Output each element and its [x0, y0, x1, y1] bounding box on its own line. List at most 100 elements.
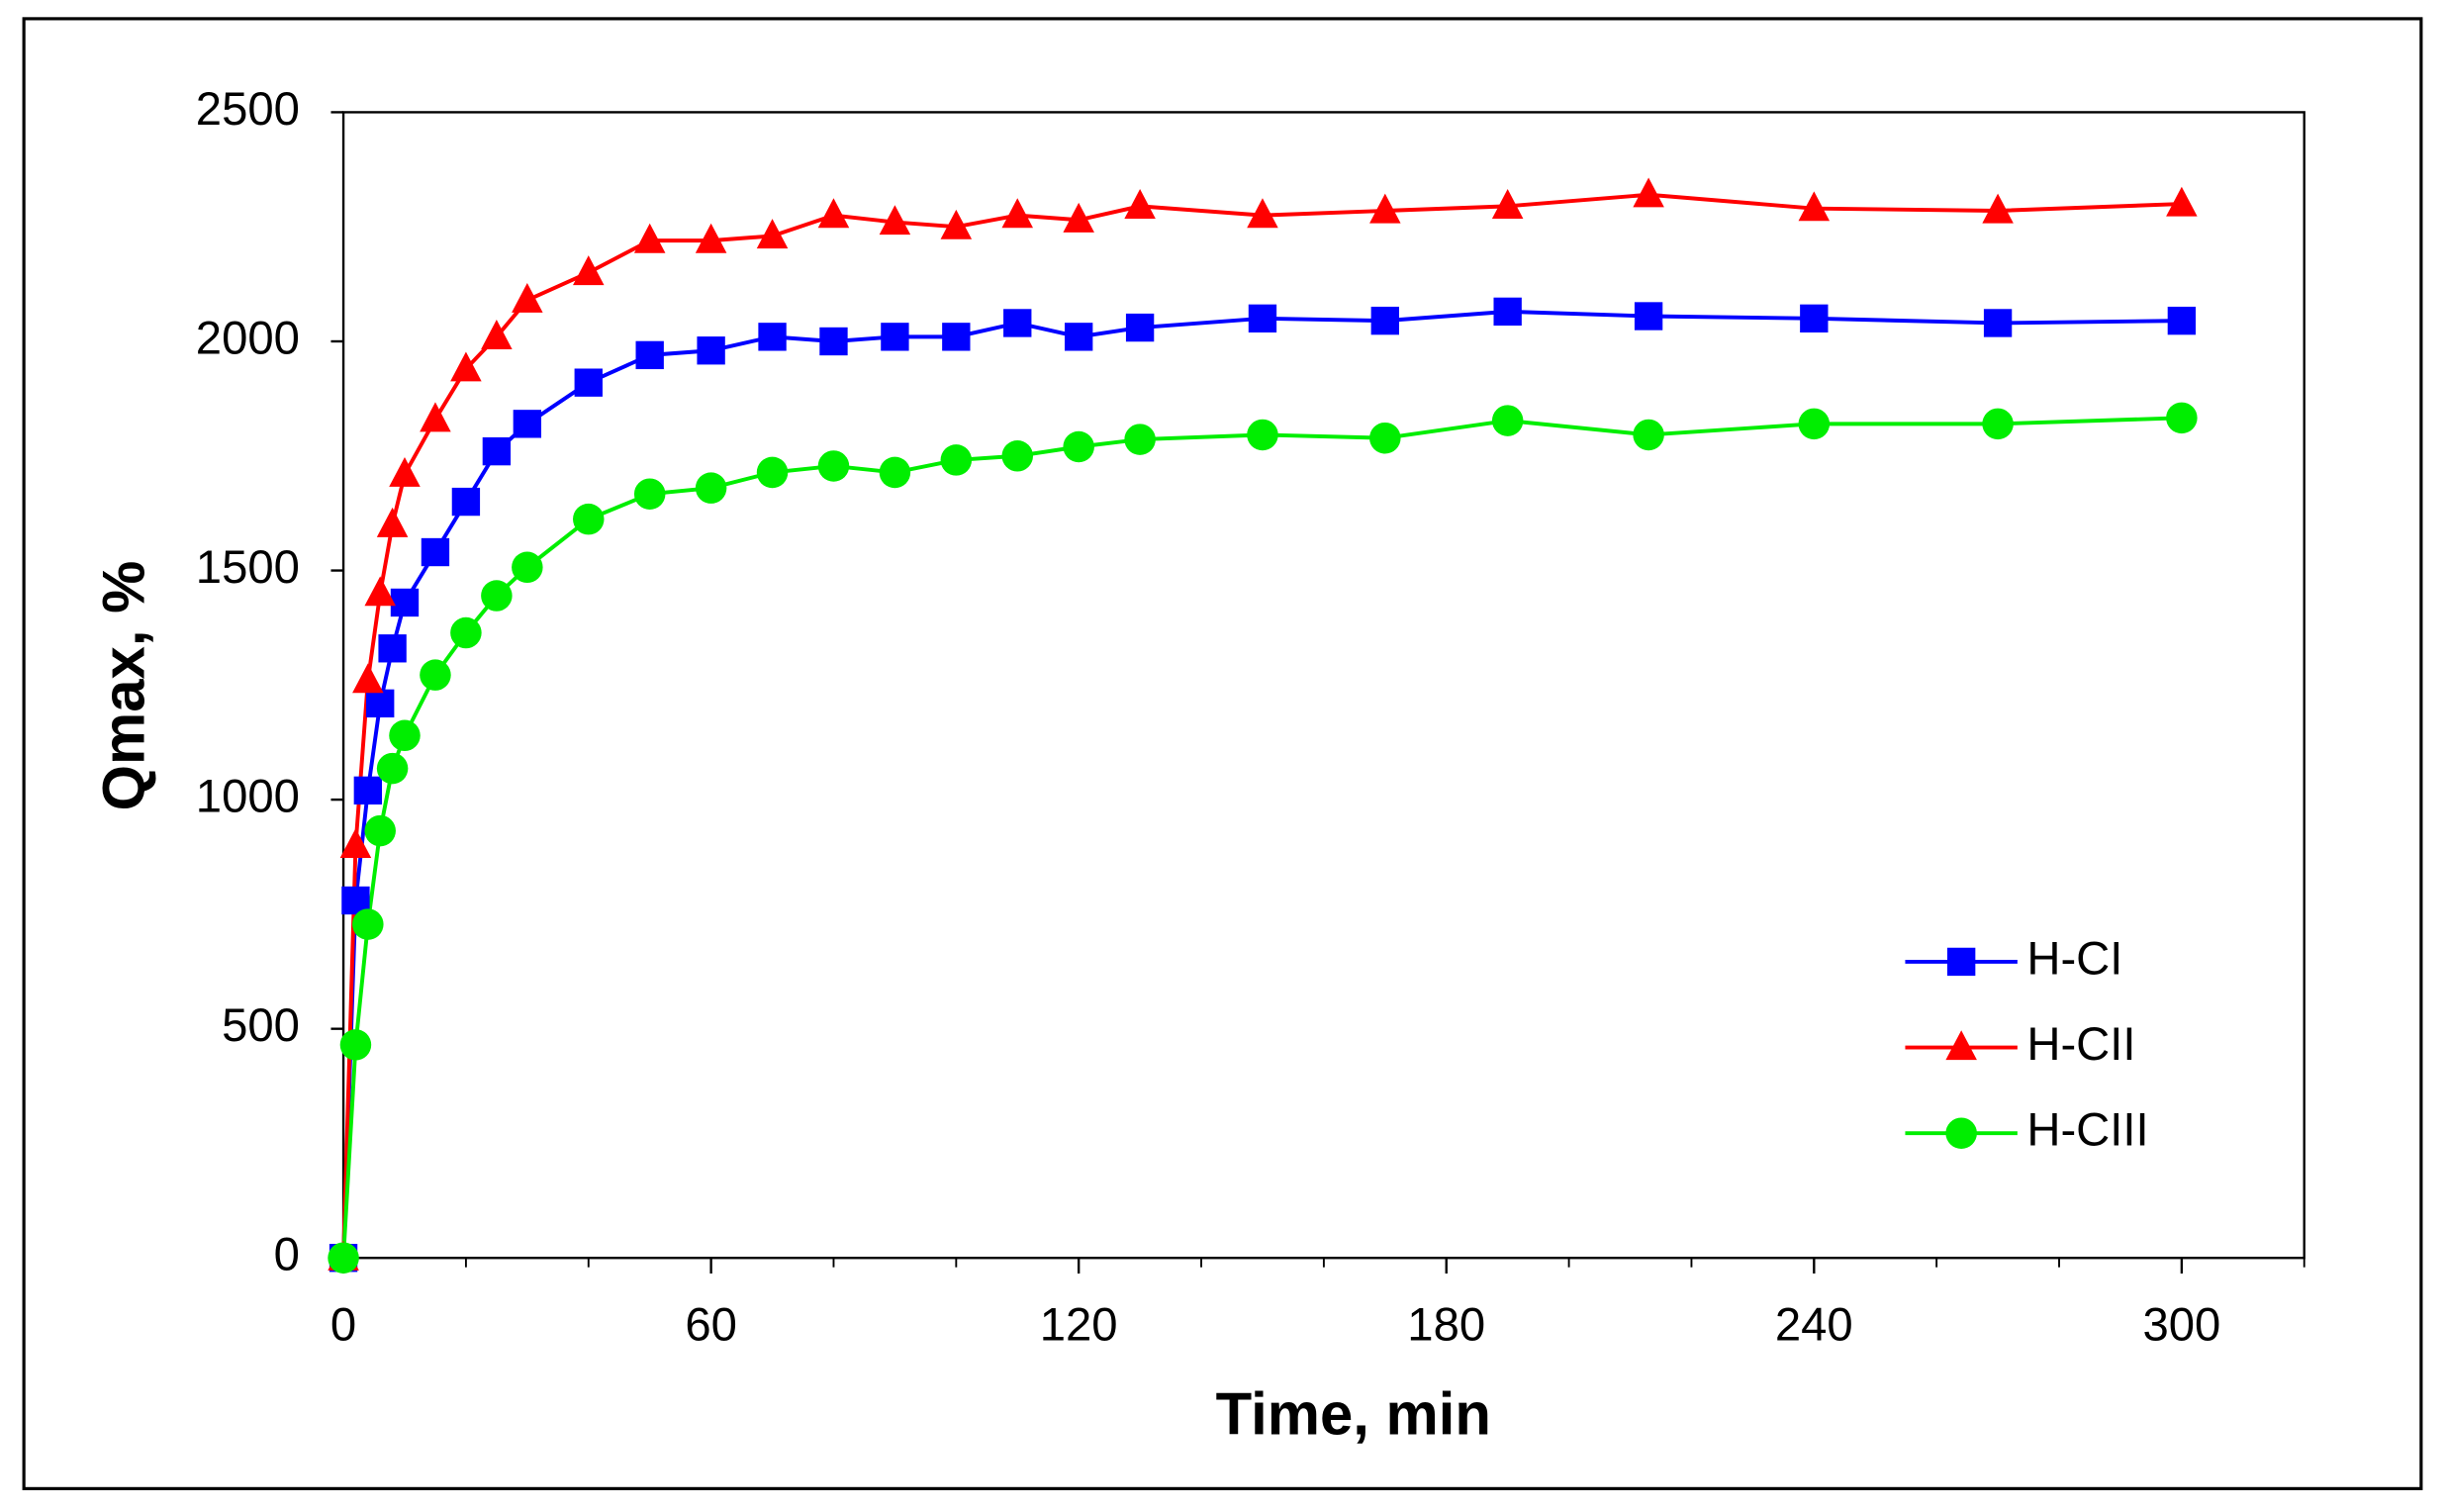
marker	[695, 472, 727, 504]
marker	[512, 282, 543, 313]
marker	[940, 209, 973, 239]
marker	[756, 219, 789, 249]
x-tick-label: 180	[1407, 1299, 1485, 1352]
marker	[758, 323, 787, 351]
marker	[1124, 189, 1156, 219]
marker	[1946, 947, 1976, 977]
marker	[879, 456, 911, 489]
marker	[390, 588, 420, 617]
marker	[2166, 402, 2198, 434]
marker	[1124, 424, 1156, 455]
marker	[353, 776, 383, 805]
marker	[940, 444, 973, 476]
marker	[817, 198, 850, 229]
marker	[2166, 186, 2198, 217]
marker	[481, 320, 513, 349]
marker	[573, 255, 605, 286]
marker	[482, 436, 512, 466]
marker	[573, 503, 605, 535]
marker	[633, 478, 666, 510]
marker	[376, 507, 409, 537]
marker	[1491, 189, 1524, 219]
marker	[1370, 306, 1399, 335]
frame	[22, 17, 2423, 1490]
marker	[1001, 198, 1034, 229]
marker	[817, 450, 850, 482]
marker	[389, 719, 421, 752]
marker	[1633, 177, 1664, 208]
marker	[1493, 297, 1522, 327]
y-tick-label: 1000	[196, 771, 300, 823]
marker	[339, 828, 372, 859]
marker	[695, 223, 727, 253]
marker	[1798, 191, 1831, 222]
marker	[364, 576, 396, 607]
legend-label: H-CII	[2026, 1018, 2135, 1071]
marker	[879, 205, 911, 236]
marker	[1248, 304, 1277, 333]
marker	[635, 340, 664, 370]
y-tick-label: 500	[222, 999, 300, 1052]
x-tick-label: 120	[1040, 1299, 1118, 1352]
marker	[1001, 440, 1034, 472]
marker	[1369, 193, 1401, 224]
marker	[1491, 405, 1524, 436]
marker	[881, 323, 909, 351]
marker	[1798, 408, 1831, 440]
marker	[1945, 1030, 1977, 1061]
y-tick-label: 2500	[196, 83, 300, 136]
y-axis-title: Qmax, %	[90, 561, 156, 811]
marker	[1800, 304, 1829, 333]
marker	[1247, 198, 1278, 229]
marker	[339, 1029, 372, 1061]
marker	[1634, 302, 1663, 331]
marker	[1633, 419, 1664, 451]
marker	[389, 456, 421, 487]
marker	[1982, 408, 2014, 440]
marker	[513, 410, 542, 438]
y-tick-label: 1500	[196, 541, 300, 594]
marker	[756, 456, 789, 489]
legend-label: H-CI	[2026, 932, 2122, 985]
marker	[366, 689, 395, 718]
marker	[420, 659, 451, 691]
x-tick-label: 60	[685, 1299, 737, 1352]
marker	[1065, 323, 1093, 351]
marker	[1945, 1117, 1977, 1149]
marker	[1063, 430, 1094, 463]
marker	[364, 814, 396, 847]
marker	[421, 537, 450, 567]
marker	[450, 351, 482, 382]
x-tick-label: 300	[2142, 1299, 2220, 1352]
marker	[378, 634, 407, 663]
marker	[376, 752, 409, 785]
marker	[633, 223, 666, 253]
legend-label: H-CIII	[2026, 1104, 2148, 1157]
marker	[1369, 422, 1401, 454]
marker	[352, 908, 384, 940]
y-tick-label: 0	[274, 1229, 300, 1281]
marker	[1063, 202, 1094, 233]
marker	[1982, 193, 2014, 224]
x-tick-label: 240	[1775, 1299, 1853, 1352]
marker	[1983, 309, 2013, 337]
marker	[512, 551, 543, 584]
marker	[1003, 309, 1032, 337]
marker	[420, 402, 451, 432]
marker	[2167, 306, 2197, 335]
marker	[1247, 419, 1278, 451]
y-tick-label: 2000	[196, 312, 300, 364]
marker	[942, 323, 971, 351]
marker	[450, 616, 482, 649]
marker	[819, 327, 848, 356]
marker	[697, 336, 725, 365]
marker	[574, 368, 603, 397]
marker	[451, 487, 481, 517]
marker	[328, 1242, 359, 1274]
x-tick-label: 0	[330, 1299, 356, 1352]
marker	[1125, 313, 1155, 342]
marker	[352, 663, 384, 694]
marker	[481, 580, 513, 612]
x-axis-title: Time, min	[1216, 1380, 1491, 1447]
